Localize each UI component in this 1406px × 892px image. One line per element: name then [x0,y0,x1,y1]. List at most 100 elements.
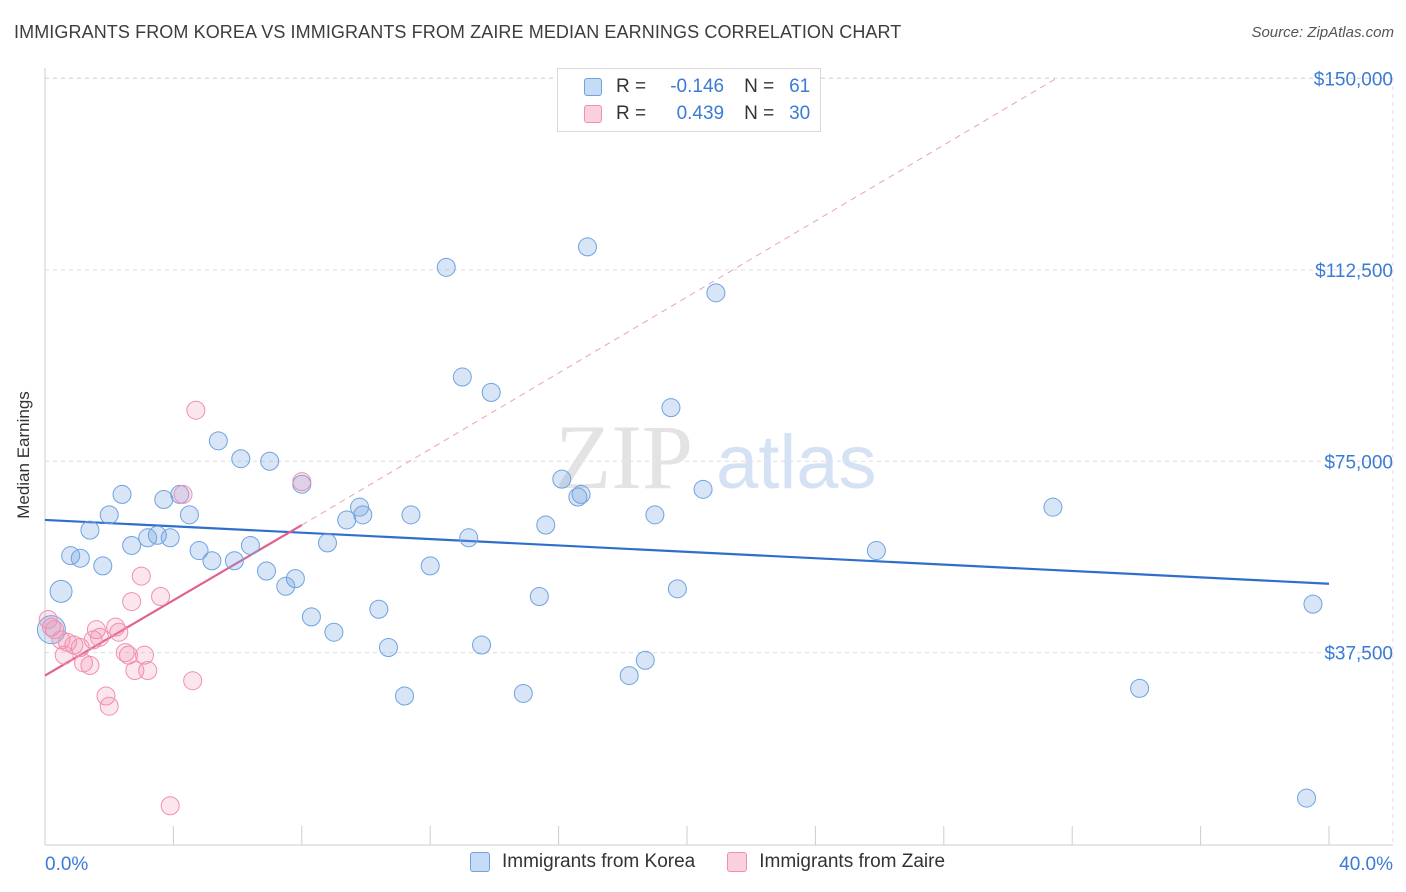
korea-n-label: N = [744,76,775,97]
y-tick-label: $37,500 [1324,644,1393,665]
korea-point [1043,497,1063,517]
zaire-point [173,484,193,504]
axes [44,68,1393,846]
legend-swatch-korea [470,852,490,872]
korea-point [317,533,337,553]
korea-point [401,505,421,525]
korea-point [202,551,222,571]
legend-item-korea[interactable]: Immigrants from Korea [470,851,695,873]
data-points [36,237,1323,816]
y-tick-label: $150,000 [1314,70,1393,91]
korea-point [224,551,244,571]
korea-point [80,520,100,540]
zaire-point [151,586,171,606]
zaire-point [138,660,158,680]
korea-point [571,484,591,504]
korea-point [459,528,479,548]
zaire-trend-extension [301,78,1057,526]
chart-title: IMMIGRANTS FROM KOREA VS IMMIGRANTS FROM… [14,22,902,42]
korea-point [693,479,713,499]
watermark-zip: ZIP [555,406,693,508]
tick-labels: $37,500 $75,000 $112,500 $150,000 0.0% 40.0% [45,70,1393,876]
x-tick-label-min: 0.0% [45,854,88,875]
watermark-atlas: atlas [716,420,877,505]
korea-r-label: R = [616,76,647,97]
legend-swatch-zaire [727,852,748,872]
korea-trend-line [44,518,1330,585]
korea-point [378,638,398,658]
korea-point [276,576,296,596]
zaire-n-value: 30 [789,103,811,124]
korea-point [706,283,726,303]
korea-point [529,586,549,606]
korea-r-value: -0.146 [670,76,725,97]
korea-point [577,237,597,257]
korea-point [436,257,456,277]
x-tick-label-max: 40.0% [1339,854,1393,875]
korea-point [231,449,251,469]
zaire-n-label: N = [744,103,775,124]
zaire-point [109,622,129,642]
zaire-r-label: R = [616,103,647,124]
korea-point [667,579,687,599]
korea-point [1303,594,1323,614]
zaire-point [96,686,116,706]
zaire-point [183,671,203,691]
zaire-swatch [584,105,602,123]
korea-point [481,382,501,402]
zaire-r-value: 0.439 [676,103,725,124]
korea-point [568,487,588,507]
korea-point [301,607,321,627]
korea-point [70,548,90,568]
series-legend: Immigrants from Korea Immigrants from Za… [470,851,977,873]
korea-point [866,541,886,561]
korea-point [208,431,228,451]
korea-point [256,561,276,581]
zaire-point [90,627,110,647]
korea-point [122,535,142,555]
korea-point [36,615,66,645]
korea-point [420,556,440,576]
y-tick-label: $75,000 [1324,452,1393,473]
korea-point [619,666,639,686]
legend-label-korea: Immigrants from Korea [502,851,696,872]
korea-point [99,505,119,525]
korea-point [1130,678,1150,698]
korea-point [160,528,180,548]
korea-point [93,556,113,576]
legend-item-zaire[interactable]: Immigrants from Zaire [727,851,945,873]
zaire-point [99,696,119,716]
zaire-point [292,472,312,492]
korea-point [1297,788,1317,808]
korea-point [472,635,492,655]
zaire-point [45,620,65,640]
korea-point [260,451,280,471]
korea-point [552,469,572,489]
korea-point [350,497,370,517]
korea-point [513,683,533,703]
zaire-point [135,645,155,665]
korea-point [324,622,344,642]
korea-point [645,505,665,525]
korea-point [285,569,305,589]
y-tick-label: $112,500 [1315,261,1393,282]
korea-point [635,650,655,670]
watermark: ZIP atlas [555,406,877,508]
korea-point [189,541,209,561]
korea-n-value: 61 [789,76,811,97]
korea-point [369,599,389,619]
korea-point [179,505,199,525]
korea-swatch [584,78,602,96]
zaire-point [131,566,151,586]
korea-point [536,515,556,535]
korea-point [395,686,415,706]
korea-point [154,490,174,510]
legend-label-zaire: Immigrants from Zaire [759,851,946,872]
zaire-point [122,592,142,612]
zaire-point [41,617,61,637]
zaire-point [54,645,74,665]
korea-point [353,505,373,525]
source-label: Source: ZipAtlas.com [1251,24,1394,41]
zaire-point [38,609,58,629]
